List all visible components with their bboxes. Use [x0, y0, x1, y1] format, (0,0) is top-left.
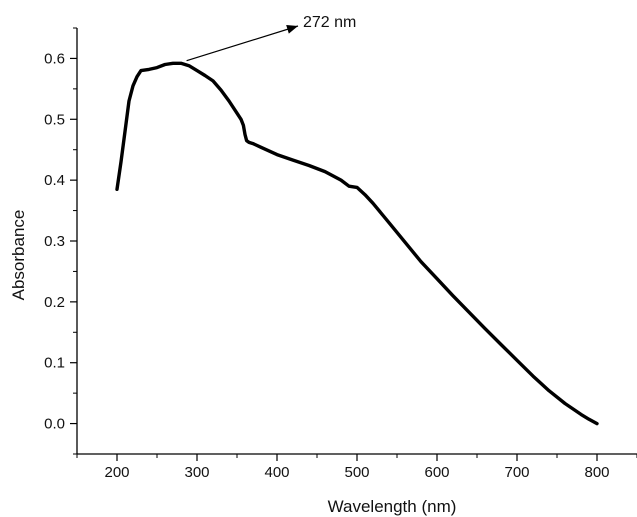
y-axis-title: Absorbance	[9, 210, 28, 301]
y-tick-label: 0.1	[44, 355, 65, 372]
x-axis-ticks: 200 300 400 500 600 700 800	[76, 454, 637, 481]
x-tick-label: 700	[504, 464, 529, 481]
annotation-arrow	[186, 25, 299, 62]
annotation-label: 272 nm	[303, 14, 356, 31]
x-tick-label: 600	[424, 464, 449, 481]
x-tick-label: 400	[264, 464, 289, 481]
y-tick-label: 0.2	[44, 294, 65, 311]
plot-frame	[76, 28, 637, 455]
series-layer	[115, 61, 599, 426]
x-tick-label: 300	[184, 464, 209, 481]
annotation: 272 nm	[186, 14, 356, 62]
x-axis-title: Wavelength (nm)	[328, 497, 457, 516]
y-tick-label: 0.3	[44, 233, 65, 250]
absorbance-series-line	[115, 61, 599, 426]
y-axis-ticks: 0.0 0.1 0.2 0.3 0.4 0.5 0.6	[44, 27, 77, 455]
y-tick-label: 0.4	[44, 172, 65, 189]
y-tick-label: 0.6	[44, 50, 65, 67]
y-tick-label: 0.5	[44, 111, 65, 128]
x-tick-label: 800	[584, 464, 609, 481]
x-tick-label: 200	[104, 464, 129, 481]
y-tick-label: 0.0	[44, 416, 65, 433]
x-tick-label: 500	[344, 464, 369, 481]
annotation-arrowhead	[286, 24, 298, 34]
